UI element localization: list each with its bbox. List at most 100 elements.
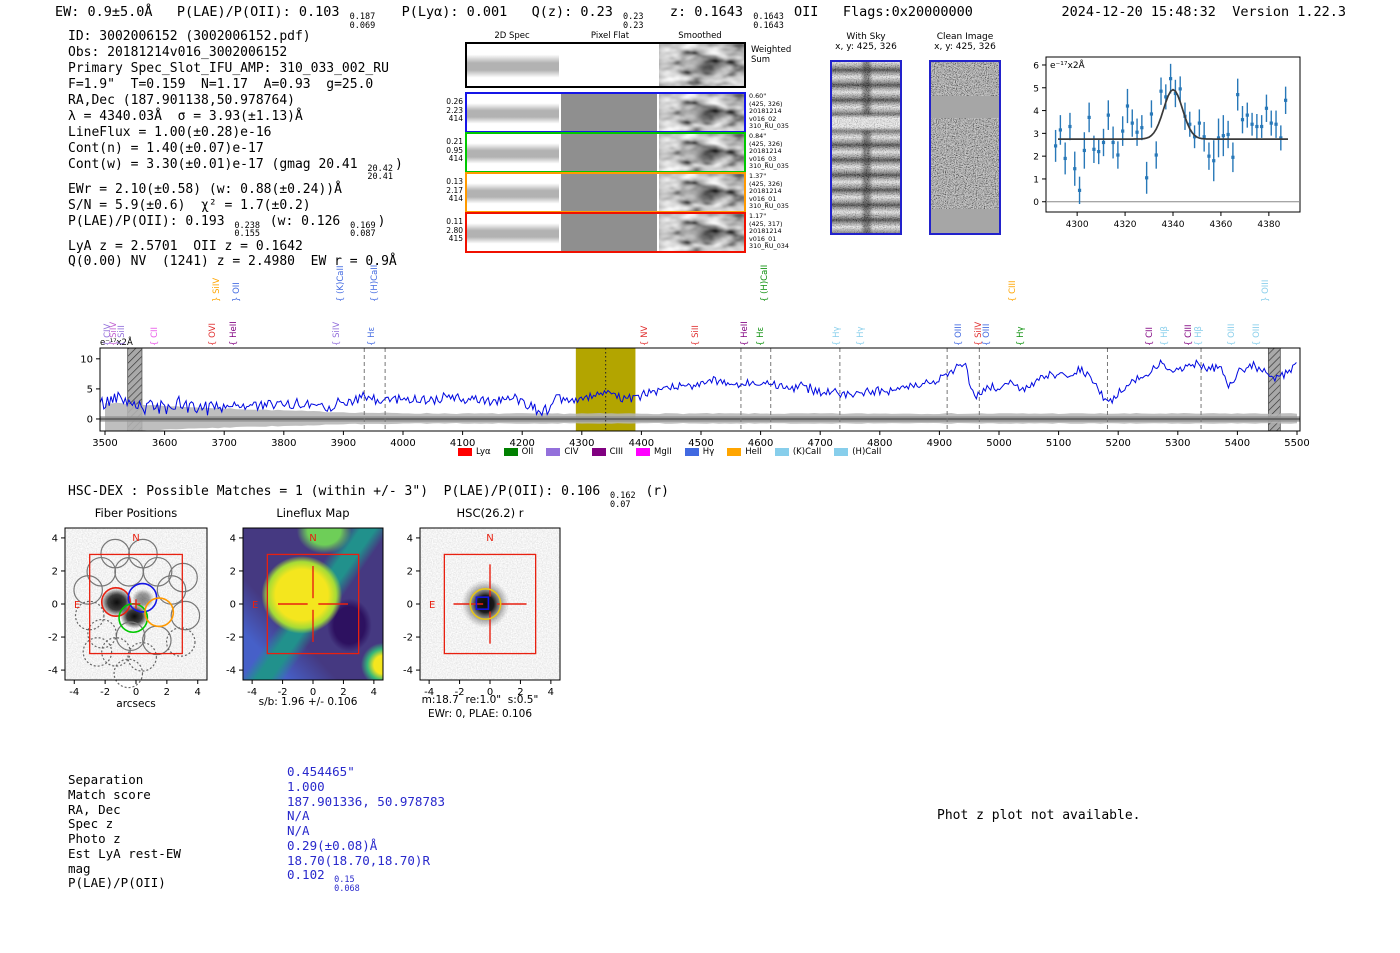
info-line-text: λ = 4340.03Å σ = 3.93(±1.13)Å bbox=[68, 108, 303, 124]
info-line-text: LineFlux = 1.00(±0.28)e-16 bbox=[68, 124, 272, 140]
clean-image bbox=[929, 60, 1001, 235]
svg-text:4200: 4200 bbox=[509, 438, 534, 449]
svg-text:4380: 4380 bbox=[1257, 220, 1280, 230]
report-datetime: 2024-12-20 15:48:32 bbox=[1061, 4, 1216, 20]
spec2d-pixel-flat bbox=[561, 214, 657, 251]
svg-text:4: 4 bbox=[230, 533, 236, 544]
svg-text:4: 4 bbox=[371, 687, 377, 698]
lineflux-map-panel: Lineflux Map N E -4 -2 0 2 4 4 2 0 -2 -4 s/b: 1.96 +/… bbox=[203, 506, 403, 716]
legend-label: Hγ bbox=[702, 447, 715, 457]
svg-text:4320: 4320 bbox=[1114, 220, 1137, 230]
svg-text:-2: -2 bbox=[48, 633, 58, 644]
match-label: Est LyA rest-EW bbox=[68, 845, 181, 861]
spec2d-col-title: 2D Spec bbox=[494, 31, 530, 41]
info-line-13: LyA z = 2.5701 OII z = 0.1642 bbox=[68, 239, 403, 255]
info-line-5: RA,Dec (187.901138,50.978764) bbox=[68, 93, 403, 109]
svg-text:5500: 5500 bbox=[1284, 438, 1309, 449]
legend-label: CIV bbox=[564, 447, 579, 457]
cutout-title: Lineflux Map bbox=[276, 506, 350, 520]
info-line-7: LineFlux = 1.00(±0.28)e-16 bbox=[68, 125, 403, 141]
summary-header-text: OII Flags:0x20000000 bbox=[785, 4, 973, 20]
info-line-2: Obs: 20181214v016_3002006152 bbox=[68, 45, 403, 61]
svg-text:4: 4 bbox=[1033, 107, 1039, 117]
svg-text:2: 2 bbox=[230, 566, 236, 577]
match-value: 0.29(±0.08)Å bbox=[287, 837, 378, 853]
match-label: P(LAE)/P(OII) bbox=[68, 875, 166, 891]
svg-text:4800: 4800 bbox=[867, 438, 892, 449]
match-value-fraction: 0.15 0.068 bbox=[334, 875, 360, 894]
legend-item: MgII bbox=[636, 447, 672, 457]
match-label: Spec z bbox=[68, 816, 114, 832]
svg-text:4340: 4340 bbox=[1162, 220, 1185, 230]
svg-text:2: 2 bbox=[52, 566, 58, 577]
svg-text:4600: 4600 bbox=[748, 438, 773, 449]
svg-text:4900: 4900 bbox=[927, 438, 952, 449]
svg-text:4300: 4300 bbox=[569, 438, 594, 449]
svg-text:3500: 3500 bbox=[92, 438, 117, 449]
info-line-6: λ = 4340.03Å σ = 3.93(±1.13)Å bbox=[68, 109, 403, 125]
svg-text:0: 0 bbox=[52, 600, 58, 611]
spectral-line-label: { OIII bbox=[954, 323, 965, 346]
svg-text:4700: 4700 bbox=[807, 438, 832, 449]
match-label: Match score bbox=[68, 786, 151, 802]
spec2d-row-left-labels: 0.26 2.23 414 bbox=[446, 97, 463, 124]
cutout-xlabel: arcsecs bbox=[116, 698, 156, 710]
summary-header-fraction: 0.23 0.23 bbox=[623, 12, 644, 31]
svg-text:4500: 4500 bbox=[688, 438, 713, 449]
spec2d-row bbox=[465, 132, 746, 173]
cut-fiber-svg: N E -4 -2 0 2 4 4 2 0 -2 -4 bbox=[48, 527, 208, 698]
svg-text:e⁻¹⁷x2Å: e⁻¹⁷x2Å bbox=[100, 336, 133, 348]
spectral-line-label: { SiIV bbox=[331, 321, 342, 346]
spectral-line-label: { HeII bbox=[228, 321, 239, 346]
spec2d-row-right-labels: 1.17" (425, 317) 20181214 v016_01 310_RU_034 bbox=[749, 212, 789, 251]
match-label: mag bbox=[68, 860, 91, 876]
spectral-line-label: { NV bbox=[639, 325, 650, 346]
svg-text:2: 2 bbox=[1033, 153, 1039, 163]
spectral-line-label: } SiIV bbox=[211, 277, 222, 302]
info-line-text: LyA z = 2.5701 OII z = 0.1642 bbox=[68, 238, 303, 254]
legend-swatch bbox=[684, 448, 699, 456]
svg-text:-2: -2 bbox=[226, 633, 236, 644]
svg-text:4360: 4360 bbox=[1209, 220, 1232, 230]
spectral-line-label: { SiII bbox=[690, 325, 701, 346]
match-value: N/A bbox=[287, 823, 310, 838]
hsc-image-panel: HSC(26.2) r N E -4 -2 0 2 4 4 2 0 -2 -4 m:18.7 re:1.0… bbox=[380, 506, 580, 728]
svg-text:3800: 3800 bbox=[271, 438, 296, 449]
cutout-title: Fiber Positions bbox=[94, 506, 178, 520]
spec2d-noise-image bbox=[467, 134, 559, 171]
info-line-10: EWr = 2.10(±0.58) (w: 0.88(±0.24))Å bbox=[68, 182, 403, 198]
match-table-labels: Separation Match score RA, Dec Spec z Photo … bbox=[68, 772, 181, 891]
svg-text:4: 4 bbox=[407, 533, 413, 544]
spec2d-row-left-labels: 0.13 2.17 414 bbox=[446, 177, 463, 204]
svg-text:0: 0 bbox=[230, 600, 236, 611]
clean-image-coords: x, y: 425, 326 bbox=[934, 42, 996, 52]
legend-swatch bbox=[774, 448, 789, 456]
svg-text:10: 10 bbox=[80, 354, 93, 365]
full-spectrum-plot: 3500 3600 3700 3800 3900 4000 4100 4200 4300 4400… bbox=[74, 254, 1319, 464]
svg-text:2: 2 bbox=[407, 566, 413, 577]
hsc-dex-text: HSC-DEX : Possible Matches = 1 (within +… bbox=[68, 484, 609, 499]
info-line-fraction: 0.238 0.155 bbox=[234, 220, 260, 240]
legend-label: (H)CaII bbox=[852, 447, 882, 457]
legend-item: (K)CaII bbox=[774, 447, 821, 457]
spec2d-noise-image bbox=[467, 174, 559, 211]
line-fit-zoom-plot: 0 1 2 3 4 5 6 4300 4320 4340 4360 4380 e⁻¹⁷x2Å bbox=[1030, 45, 1400, 237]
spec2d-row-right-labels: 1.37" (425, 326) 20181214 v016_01 310_RU_035 bbox=[749, 172, 789, 211]
svg-text:0: 0 bbox=[1033, 198, 1039, 208]
legend-swatch bbox=[546, 448, 561, 456]
info-line-text: Q(0.00) NV (1241) z = 2.4980 EW r = 0.9Å bbox=[68, 254, 397, 270]
svg-text:E: E bbox=[252, 600, 258, 611]
legend-label: MgII bbox=[654, 447, 672, 457]
svg-text:-2: -2 bbox=[455, 687, 465, 698]
legend-swatch bbox=[727, 448, 742, 456]
spectrum-legend: Lyα OII CIV CIII MgII Hγ HeII (K)CaII (H)CaII bbox=[458, 447, 881, 457]
svg-text:-4: -4 bbox=[424, 687, 434, 698]
spec2d-noise-image bbox=[467, 94, 559, 131]
spectral-line-label: { Hγ bbox=[1015, 326, 1026, 346]
spectral-line-label: } OII bbox=[232, 282, 243, 302]
legend-item: Hγ bbox=[684, 447, 715, 457]
svg-text:3: 3 bbox=[1033, 130, 1039, 140]
hsc-dex-match-line: HSC-DEX : Possible Matches = 1 (within +… bbox=[68, 484, 669, 509]
spec2d-smoothed-image bbox=[659, 134, 744, 171]
info-line-text: (w: 0.126 bbox=[261, 213, 349, 229]
